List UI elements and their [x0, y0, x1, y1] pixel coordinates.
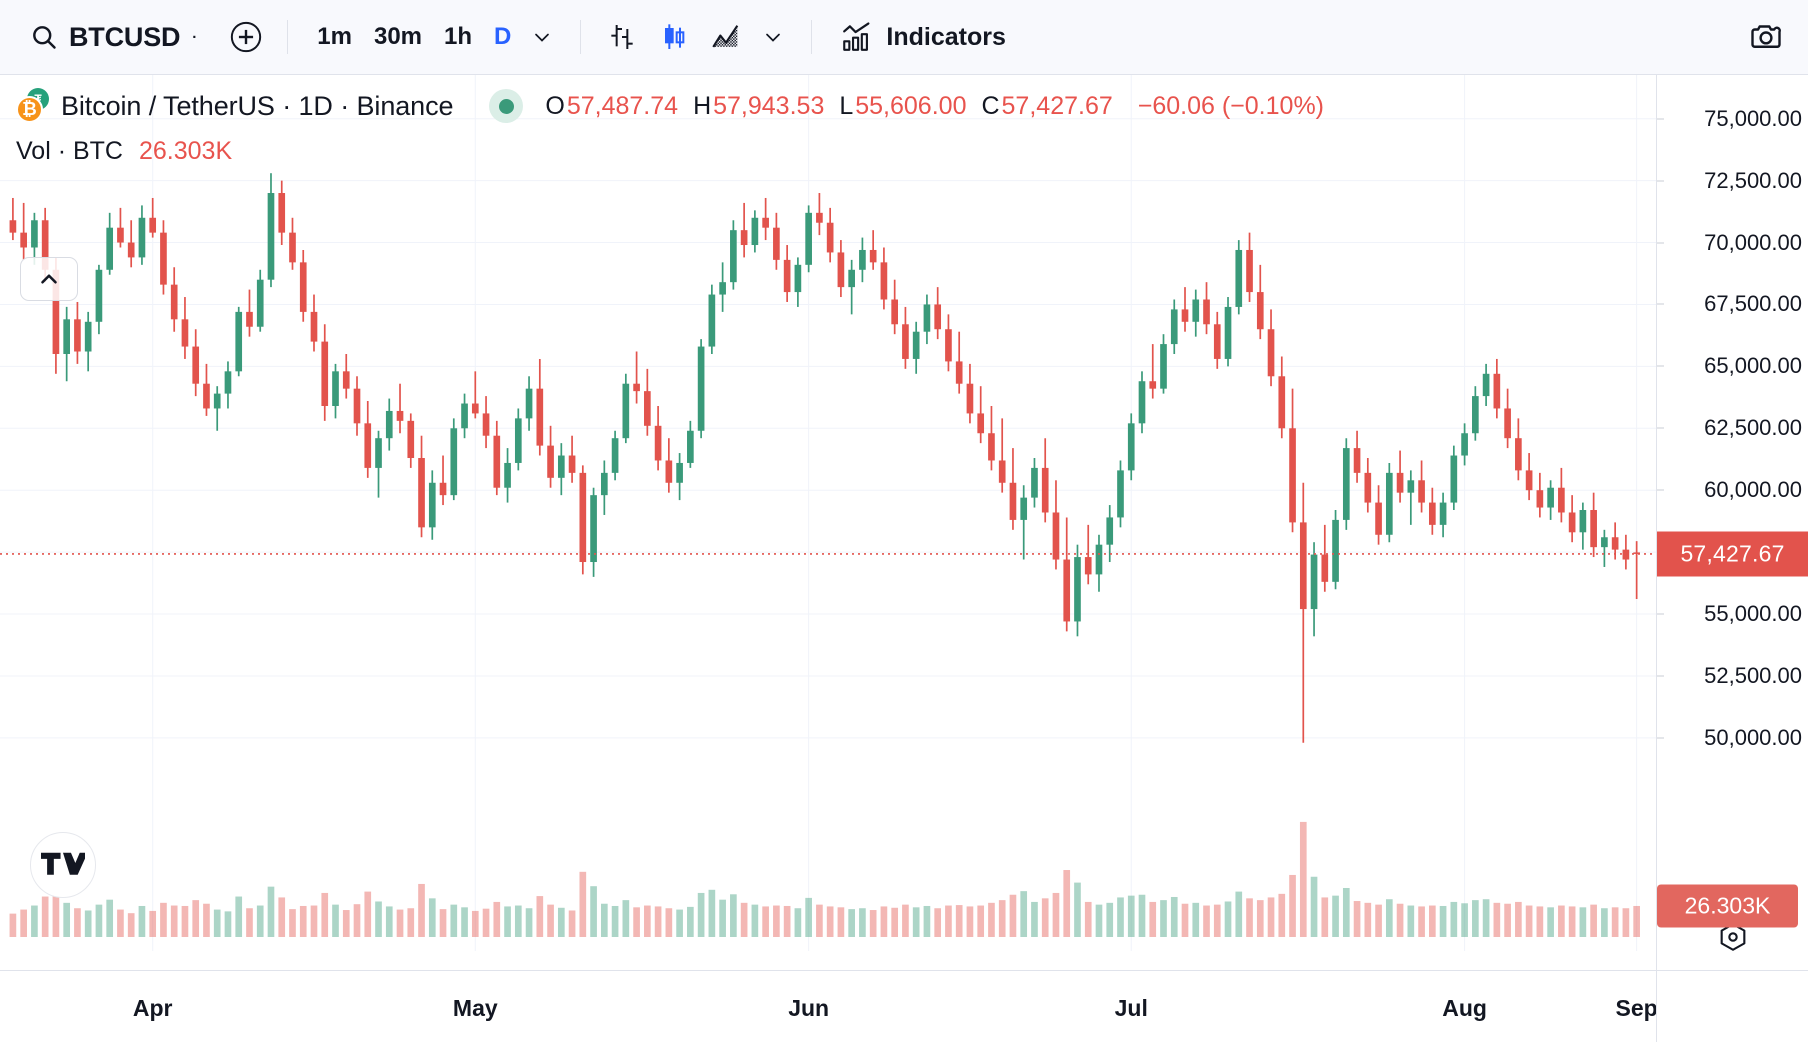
search-icon [30, 23, 58, 51]
chevron-down-icon [761, 25, 785, 49]
price-tick-label: 72,500.00 [1704, 167, 1802, 193]
price-tick-dash [1657, 303, 1664, 305]
price-tick-label: 62,500.00 [1704, 415, 1802, 441]
candlestick-canvas [0, 75, 1656, 951]
price-tick-dash [1657, 613, 1664, 615]
area-chart-style-icon [709, 20, 743, 54]
camera-icon [1748, 19, 1784, 55]
toolbar-divider-2 [580, 20, 582, 54]
price-tick-label: 65,000.00 [1704, 353, 1802, 379]
tradingview-watermark [30, 832, 96, 898]
indicators-icon [840, 20, 874, 54]
timeframe-30m[interactable]: 30m [373, 23, 423, 50]
indicators-label: Indicators [886, 22, 1006, 51]
snapshot-button[interactable] [1740, 11, 1792, 63]
time-axis-label: Jun [788, 995, 830, 1021]
price-tick-dash [1657, 427, 1664, 429]
collapse-legend-button[interactable] [20, 257, 78, 301]
price-axis[interactable]: 75,000.00 72,500.00 70,000.00 67,500.00 65,0… [1656, 75, 1808, 970]
price-tick-dash [1657, 180, 1664, 182]
plus-circle-icon [229, 20, 263, 54]
timeframe-1d[interactable]: D [494, 23, 512, 50]
chevron-up-icon [36, 266, 62, 292]
add-symbol-button[interactable] [223, 14, 269, 60]
bar-style-button[interactable] [599, 14, 645, 60]
chevron-down-icon [530, 25, 554, 49]
timeframe-group: 1m 30m 1h D [306, 18, 562, 56]
price-tick-dash [1657, 365, 1664, 367]
price-tick-dash [1657, 737, 1664, 739]
price-tick-dash [1657, 675, 1664, 677]
timeframe-dropdown-button[interactable] [522, 19, 562, 55]
symbol-group: BTCUSD · [22, 14, 269, 60]
time-axis-label: May [452, 995, 498, 1021]
current-price-badge: 57,427.67 [1657, 531, 1808, 577]
time-axis-label: Jul [1114, 995, 1148, 1021]
symbol-label: BTCUSD [69, 21, 181, 52]
price-tick-label: 75,000.00 [1704, 105, 1802, 131]
chart-area: ₮ ₿ Bitcoin / TetherUS · 1D · Binance O … [0, 75, 1808, 970]
timeframe-1h[interactable]: 1h [444, 23, 473, 50]
price-pane[interactable]: ₮ ₿ Bitcoin / TetherUS · 1D · Binance O … [0, 75, 1656, 970]
toolbar-divider-1 [287, 20, 289, 54]
chart-style-dropdown-button[interactable] [753, 19, 793, 55]
price-tick-label: 52,500.00 [1704, 662, 1802, 688]
price-tick-dash [1657, 489, 1664, 491]
price-tick-label: 67,500.00 [1704, 291, 1802, 317]
time-axis[interactable]: Apr May Jun Jul Aug Sep [0, 970, 1808, 1042]
time-axis-label: Aug [1442, 995, 1487, 1021]
area-style-button[interactable] [703, 14, 749, 60]
price-tick-label: 60,000.00 [1704, 477, 1802, 503]
volume-badge: 26.303K [1657, 884, 1798, 928]
timeframe-1m[interactable]: 1m [317, 23, 352, 50]
price-tick-label: 70,000.00 [1704, 229, 1802, 255]
toolbar-divider-3 [811, 20, 813, 54]
price-tick-dash [1657, 242, 1664, 244]
time-axis-label: Apr [132, 995, 173, 1021]
chart-style-group [599, 14, 793, 60]
axis-settings-button[interactable] [1716, 920, 1750, 954]
time-axis-corner [1656, 971, 1808, 1042]
axis-settings-icon [1716, 920, 1750, 954]
candlestick-style-icon [658, 21, 690, 53]
toolbar-right-group [1740, 11, 1792, 63]
price-tick-dash [1657, 118, 1664, 120]
symbol-search-button[interactable]: BTCUSD · [22, 18, 205, 57]
symbol-superscript: · [192, 28, 198, 46]
top-toolbar: BTCUSD · 1m 30m 1h D [0, 0, 1808, 75]
price-tick-label: 55,000.00 [1704, 601, 1802, 627]
time-axis-labels: Apr May Jun Jul Aug Sep [0, 971, 1658, 1042]
indicators-button[interactable]: Indicators [830, 14, 1015, 60]
candle-style-button[interactable] [651, 14, 697, 60]
price-tick-label: 50,000.00 [1704, 724, 1802, 750]
time-axis-label: Sep [1615, 995, 1658, 1021]
tradingview-logo-icon [41, 850, 85, 880]
bar-chart-style-icon [606, 21, 638, 53]
